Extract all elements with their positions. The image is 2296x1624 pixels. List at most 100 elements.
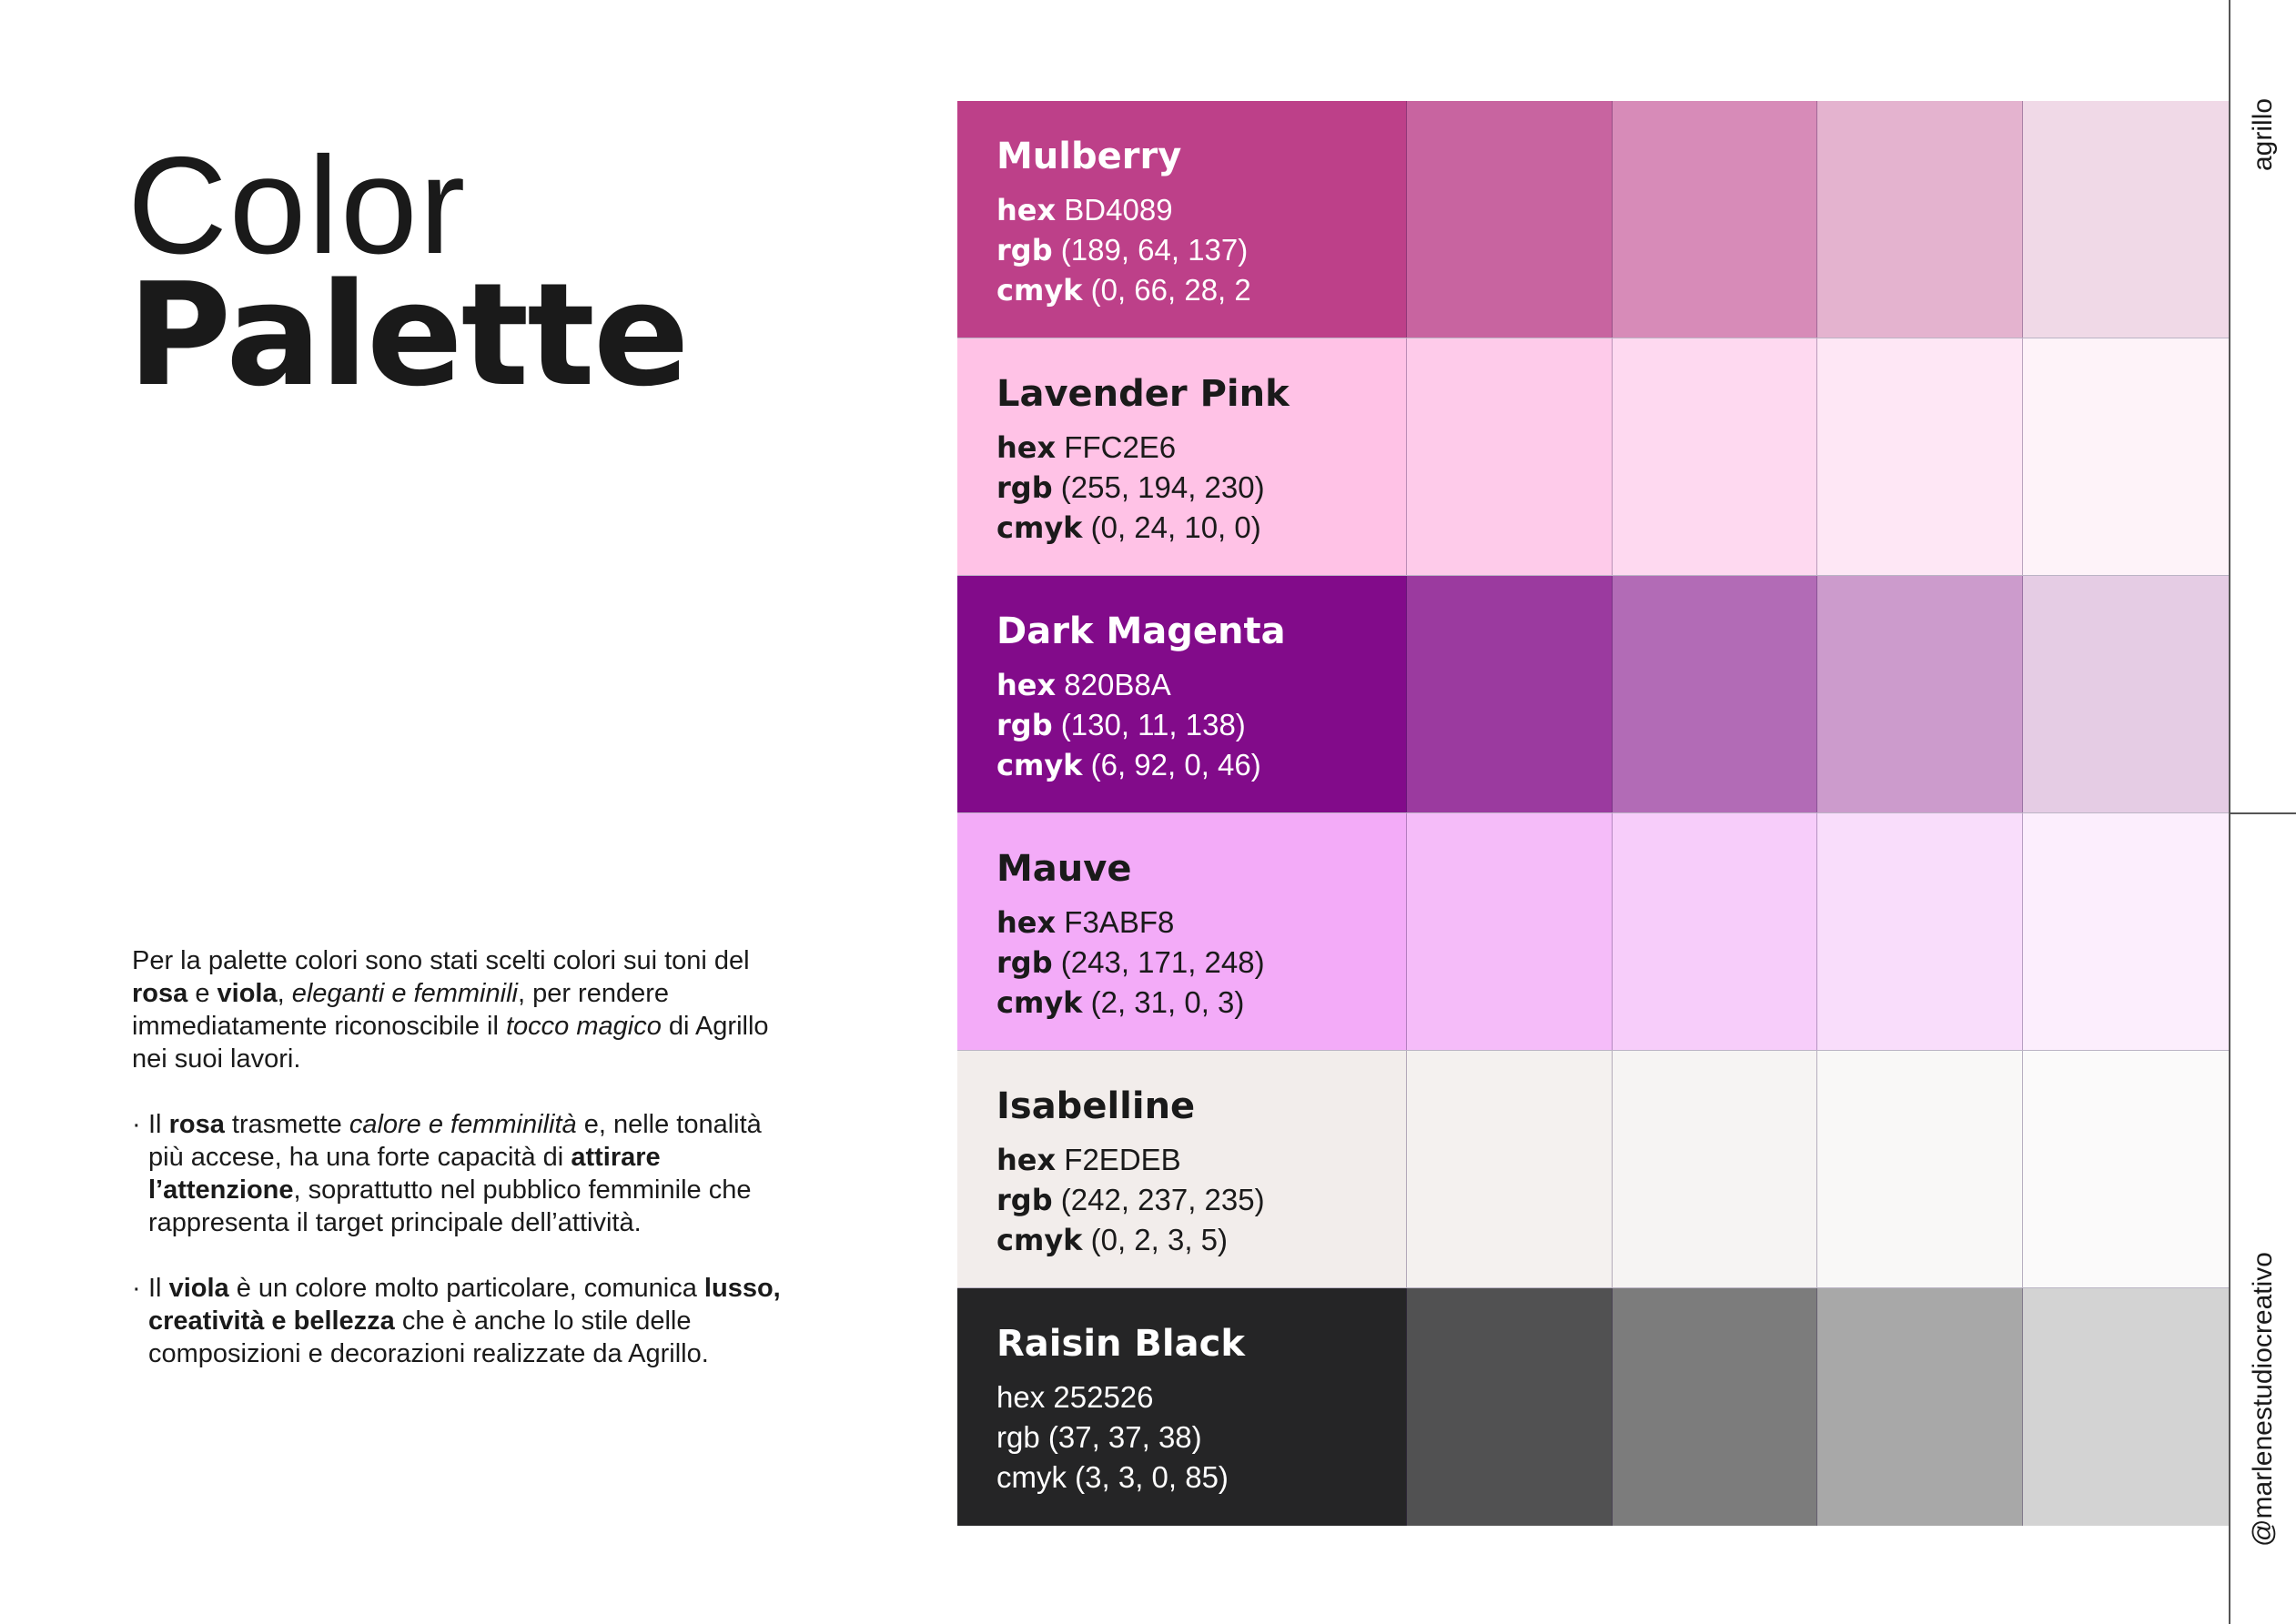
value-cmyk: (3, 3, 0, 85) [1075,1460,1229,1494]
bullet-viola: · Il viola è un colore molto particolare… [132,1272,787,1370]
text: , soprattutto nel pubblico femminile che… [148,1175,752,1237]
color-cmyk: cmyk (0, 2, 3, 5) [996,1220,1406,1260]
text-italic: tocco magico [506,1012,662,1041]
color-row: Mauve hex F3ABF8 rgb (243, 171, 248) cmyk (… [957,813,2229,1051]
text-bold: viola [168,1274,229,1303]
color-row: Isabelline hex F2EDEB rgb (242, 237, 235) c… [957,1051,2229,1288]
tint-swatch [1612,338,1818,575]
text-bold: viola [217,979,278,1008]
tint-swatch [1406,813,1613,1050]
color-cmyk: cmyk (0, 24, 10, 0) [996,508,1406,548]
text-bold: rosa [168,1110,225,1139]
label-hex: hex [996,1380,1046,1414]
main-swatch: Mulberry hex BD4089 rgb (189, 64, 137) cmyk… [957,101,1407,338]
divider-vertical [2229,0,2230,1624]
color-rgb: rgb (189, 64, 137) [996,230,1406,270]
tint-swatch [1612,1288,1818,1526]
text: Per la palette colori sono stati scelti … [132,946,750,975]
text: Il [148,1110,169,1139]
color-name: Raisin Black [996,1323,1245,1365]
tint-swatch [1406,338,1613,575]
value-hex: 252526 [1053,1380,1154,1414]
text-italic: calore e femminilità [349,1110,577,1139]
tint-swatch [1817,338,2024,575]
text: e [187,979,217,1008]
value-hex: BD4089 [1064,193,1173,227]
color-grid: Mulberry hex BD4089 rgb (189, 64, 137) cmyk… [957,101,2229,1526]
color-cmyk: cmyk (0, 66, 28, 2 [996,270,1406,310]
label-rgb: rgb [996,708,1053,742]
text-bold: rosa [132,979,188,1008]
label-rgb: rgb [996,945,1053,980]
text: , per rendere immediatamente riconoscibi… [132,979,670,1041]
text: è un colore molto particolare, comunica [228,1274,704,1303]
text-bold: attirare l’attenzione [148,1143,661,1205]
label-hex: hex [996,193,1057,227]
color-name: Dark Magenta [996,610,1286,652]
value-hex: F2EDEB [1064,1143,1181,1176]
tint-swatch [1817,576,2024,812]
color-rgb: rgb (130, 11, 138) [996,705,1406,745]
value-rgb: (243, 171, 248) [1060,945,1265,979]
label-hex: hex [996,1143,1057,1177]
label-rgb: rgb [996,1420,1040,1454]
tint-swatch [2023,338,2229,575]
color-row: Lavender Pink hex FFC2E6 rgb (255, 194, 23… [957,338,2229,576]
tint-swatch [1406,576,1613,812]
color-row: Raisin Black hex 252526 rgb (37, 37, 38) cm… [957,1288,2229,1526]
color-hex: hex BD4089 [996,190,1406,230]
main-swatch: Dark Magenta hex 820B8A rgb (130, 11, 138)… [957,576,1407,812]
label-hex: hex [996,430,1057,465]
title-palette: Palette [127,252,690,418]
color-rgb: rgb (242, 237, 235) [996,1180,1406,1220]
label-cmyk: cmyk [996,1223,1083,1257]
color-name: Lavender Pink [996,373,1290,415]
value-rgb: (255, 194, 230) [1060,470,1265,504]
value-rgb: (242, 237, 235) [1060,1183,1265,1216]
tint-swatch [1612,813,1818,1050]
text: di Agrillo nei suoi lavori. [132,1012,769,1074]
tint-swatch [1612,576,1818,812]
label-cmyk: cmyk [996,748,1083,782]
label-rgb: rgb [996,1183,1053,1217]
tint-swatch [2023,576,2229,812]
main-swatch: Raisin Black hex 252526 rgb (37, 37, 38) cm… [957,1288,1407,1526]
brand-label: agrillo [2248,97,2278,171]
tint-swatch [1817,1051,2024,1287]
tint-swatch [1612,101,1818,338]
color-rgb: rgb (37, 37, 38) [996,1417,1406,1458]
label-rgb: rgb [996,470,1053,505]
value-rgb: (37, 37, 38) [1047,1420,1202,1454]
tint-swatch [2023,1051,2229,1287]
label-cmyk: cmyk [996,273,1083,308]
value-cmyk: (0, 24, 10, 0) [1090,510,1261,544]
tint-swatch [1817,101,2024,338]
text: Il [148,1274,169,1303]
tint-swatch [1817,1288,2024,1526]
color-cmyk: cmyk (3, 3, 0, 85) [996,1458,1406,1498]
description: Per la palette colori sono stati scelti … [132,944,787,1403]
color-hex: hex 252526 [996,1377,1406,1417]
tint-swatch [1612,1051,1818,1287]
label-hex: hex [996,905,1057,940]
main-swatch: Lavender Pink hex FFC2E6 rgb (255, 194, 23… [957,338,1407,575]
text: trasmette [224,1110,349,1139]
tint-swatch [2023,813,2229,1050]
color-row: Mulberry hex BD4089 rgb (189, 64, 137) cmyk… [957,101,2229,338]
value-rgb: (130, 11, 138) [1060,708,1246,741]
value-rgb: (189, 64, 137) [1060,233,1249,267]
label-cmyk: cmyk [996,1460,1067,1494]
bullet-rosa: · Il rosa trasmette calore e femminilità… [132,1108,787,1239]
intro-paragraph: Per la palette colori sono stati scelti … [132,944,787,1075]
main-swatch: Mauve hex F3ABF8 rgb (243, 171, 248) cmyk (… [957,813,1407,1050]
value-hex: 820B8A [1064,668,1171,701]
value-hex: F3ABF8 [1064,905,1175,939]
color-hex: hex F3ABF8 [996,903,1406,943]
bullet-icon: · [132,1274,141,1303]
tint-swatch [2023,1288,2229,1526]
value-cmyk: (2, 31, 0, 3) [1090,985,1245,1019]
value-cmyk: (0, 66, 28, 2 [1090,273,1251,307]
bullet-icon: · [132,1110,141,1139]
color-rgb: rgb (255, 194, 230) [996,468,1406,508]
label-rgb: rgb [996,233,1053,267]
